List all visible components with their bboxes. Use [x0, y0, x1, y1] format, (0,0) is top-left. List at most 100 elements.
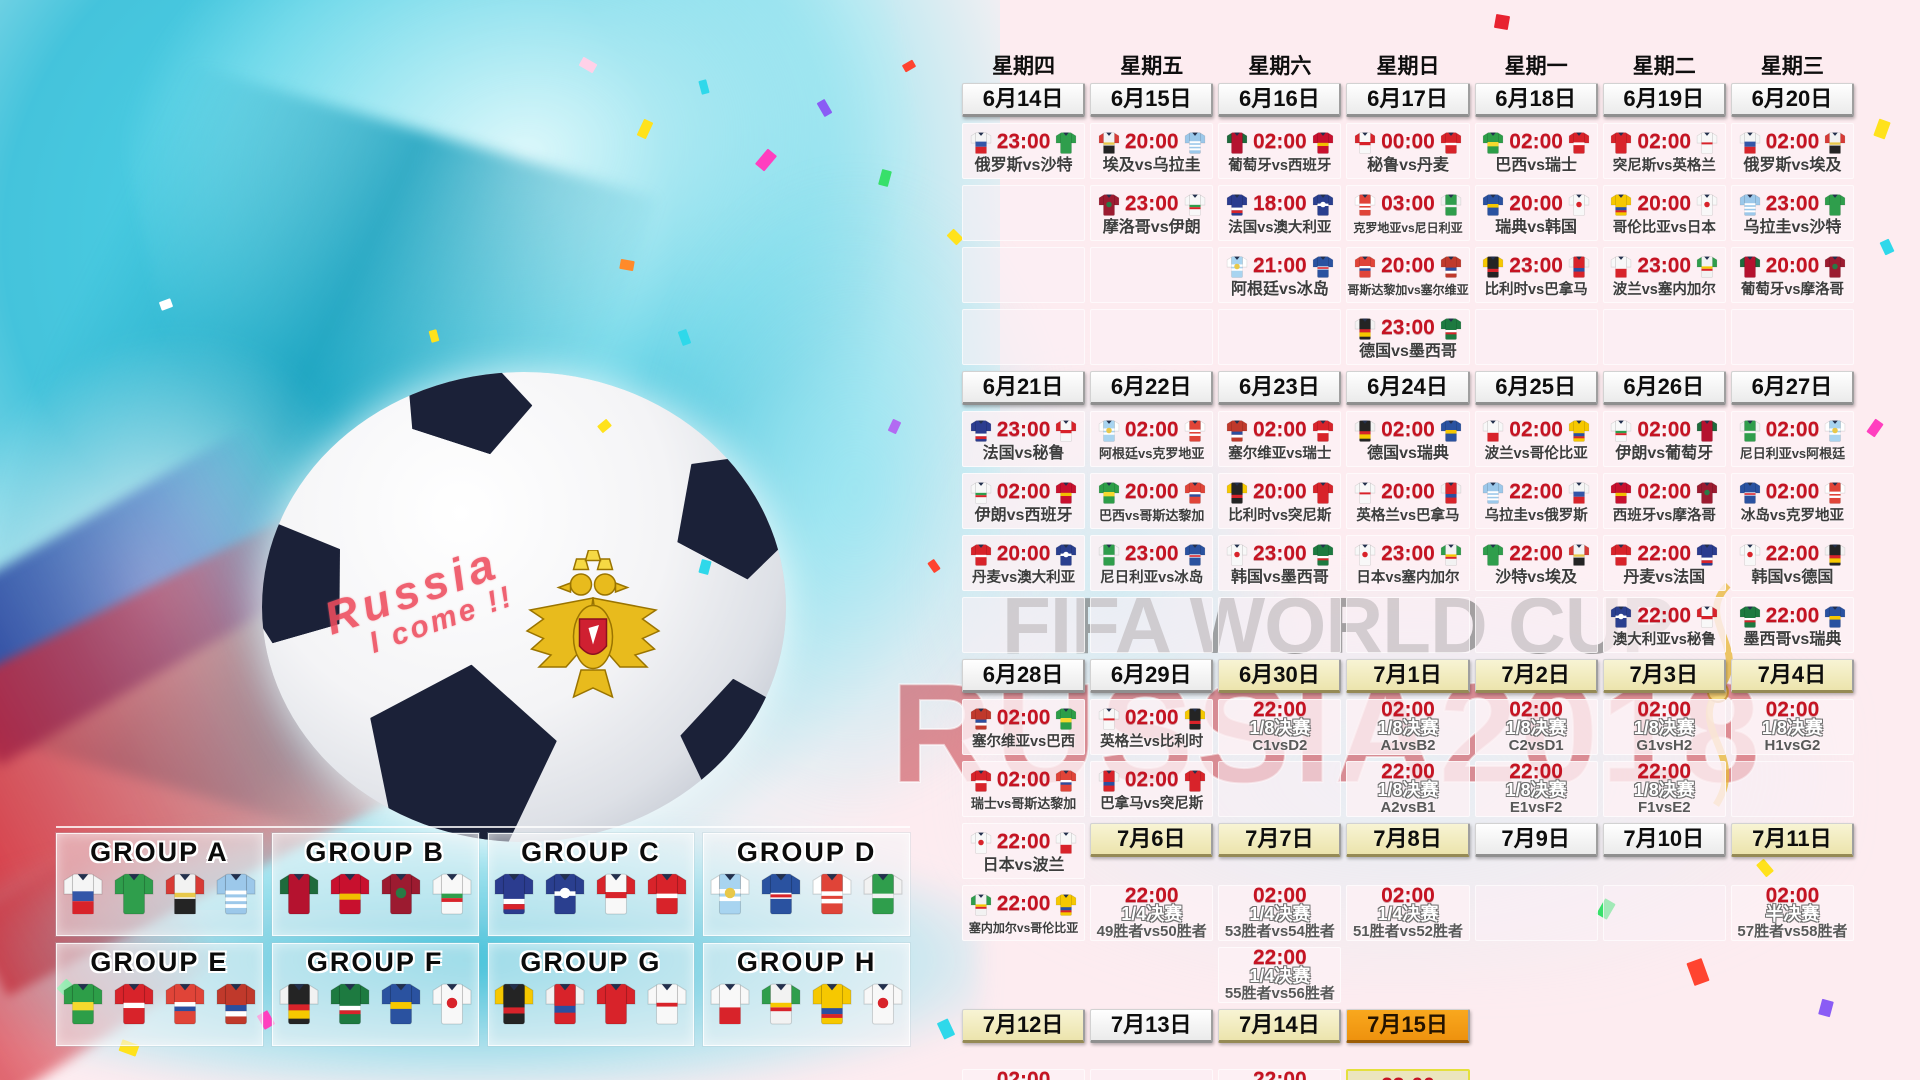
date-button-6月30日[interactable]: 6月30日	[1218, 659, 1342, 693]
match-header: 23:00	[970, 415, 1078, 445]
date-button-6月18日[interactable]: 6月18日	[1474, 83, 1598, 117]
date-button-7月4日[interactable]: 7月4日	[1730, 659, 1854, 693]
empty-slot	[1603, 947, 1726, 1001]
pairing-code: G1vsH2	[1636, 737, 1693, 754]
match-time: 02:00	[1637, 418, 1692, 441]
match-time: 02:00	[996, 480, 1051, 503]
match-cell: 03:00 克罗地亚vs尼日利亚	[1346, 185, 1470, 241]
match-teams-label: 西班牙vs摩洛哥	[1612, 508, 1716, 524]
pairing-code: 53胜者vs54胜者	[1224, 923, 1335, 940]
date-button-7月13日[interactable]: 7月13日	[1090, 1009, 1214, 1043]
jersey-icon-墨西哥	[1440, 317, 1462, 340]
jersey-icon-丹麦	[647, 873, 687, 915]
jersey-icon-哥伦比亚	[1611, 193, 1632, 216]
date-button-6月24日[interactable]: 6月24日	[1346, 371, 1470, 405]
date-button-7月9日[interactable]: 7月9日	[1474, 823, 1598, 857]
match-cell: 02:00 阿根廷vs克罗地亚	[1090, 411, 1214, 467]
date-button-7月14日[interactable]: 7月14日	[1218, 1009, 1342, 1043]
date-button-7月2日[interactable]: 7月2日	[1474, 659, 1598, 693]
date-button-7月12日[interactable]: 7月12日	[962, 1009, 1086, 1043]
date-button-6月16日[interactable]: 6月16日	[1218, 83, 1342, 117]
jersey-icon-墨西哥	[330, 983, 370, 1025]
date-button-6月22日[interactable]: 6月22日	[1090, 371, 1214, 405]
knockout-cell: 22:00 1/4决赛 55胜者vs56胜者	[1218, 947, 1342, 1003]
date-button-6月19日[interactable]: 6月19日	[1602, 83, 1726, 117]
match-header: 20:00	[1098, 127, 1206, 157]
match-teams-label: 英格兰vs巴拿马	[1356, 508, 1460, 524]
jersey-icon-日本	[970, 831, 991, 854]
date-button-7月3日[interactable]: 7月3日	[1602, 659, 1726, 693]
date-button-7月15日[interactable]: 7月15日	[1346, 1009, 1470, 1043]
calendar-row-0: 星期四 星期五 星期六 星期日 星期一 星期二 星期三	[962, 50, 1854, 80]
match-time: 02:00	[996, 768, 1051, 791]
date-button-6月28日[interactable]: 6月28日	[962, 659, 1086, 693]
date-button-7月11日[interactable]: 7月11日	[1730, 823, 1854, 857]
match-header: 02:00	[1098, 765, 1206, 795]
confetti-piece	[927, 558, 941, 574]
date-button-6月27日[interactable]: 6月27日	[1730, 371, 1854, 405]
stage-label: 1/4决赛	[1249, 966, 1311, 986]
match-teams-label: 比利时vs巴拿马	[1484, 282, 1588, 298]
group-jerseys	[493, 979, 688, 1027]
match-time: 20:00	[1124, 480, 1179, 503]
date-button-6月23日[interactable]: 6月23日	[1218, 371, 1342, 405]
date-button-6月14日[interactable]: 6月14日	[962, 83, 1086, 117]
match-time: 22:00	[1252, 947, 1307, 969]
jersey-icon-塞内加尔	[1440, 543, 1462, 566]
match-time: 23:00	[1381, 1075, 1435, 1080]
match-time: 22:00	[1765, 542, 1820, 565]
jersey-icon-西班牙	[1056, 481, 1077, 504]
match-header: 22:00	[1610, 539, 1718, 569]
match-time: 22:00	[1765, 604, 1820, 627]
date-button-6月15日[interactable]: 6月15日	[1090, 83, 1214, 117]
match-teams-label: 墨西哥vs瑞典	[1743, 631, 1842, 648]
jersey-icon-法国	[494, 873, 534, 915]
match-teams-label: 葡萄牙vs西班牙	[1228, 158, 1332, 174]
date-button-7月10日[interactable]: 7月10日	[1602, 823, 1726, 857]
empty-cell	[1602, 885, 1726, 941]
date-button-7月7日[interactable]: 7月7日	[1218, 823, 1342, 857]
jersey-icon-瑞典	[381, 983, 421, 1025]
match-header: 23:00	[1354, 313, 1462, 343]
weekday-label: 星期一	[1504, 55, 1568, 78]
match-cell: 23:00 摩洛哥vs伊朗	[1090, 185, 1214, 241]
jersey-icon-塞内加尔	[761, 983, 801, 1025]
match-teams-label: 法国vs秘鲁	[982, 445, 1065, 462]
date-button-6月20日[interactable]: 6月20日	[1730, 83, 1854, 117]
match-header: 23:00	[1226, 539, 1334, 569]
jersey-icon-葡萄牙	[1696, 419, 1718, 442]
empty-cell	[1090, 309, 1214, 365]
jersey-icon-波兰	[1056, 831, 1077, 854]
match-header: 18:00	[1226, 189, 1334, 219]
match-cell: 22:00 沙特vs埃及	[1474, 535, 1598, 591]
match-time: 02:00	[1509, 418, 1563, 441]
match-teams-label: 波兰vs哥伦比亚	[1484, 446, 1588, 462]
match-teams-label: 德国vs墨西哥	[1359, 343, 1457, 360]
match-time: 20:00	[1252, 480, 1307, 503]
date-button-6月26日[interactable]: 6月26日	[1602, 371, 1726, 405]
date-button-7月8日[interactable]: 7月8日	[1346, 823, 1470, 857]
match-cell: 02:00 冰岛vs克罗地亚	[1730, 473, 1854, 529]
match-cell: 21:00 阿根廷vs冰岛	[1218, 247, 1342, 303]
match-cell: 20:00 巴西vs哥斯达黎加	[1090, 473, 1214, 529]
match-time: 22:00	[1381, 761, 1435, 783]
match-time: 02:00	[1252, 885, 1307, 907]
match-cell: 02:00 波兰vs哥伦比亚	[1474, 411, 1598, 467]
match-cell: 20:00 瑞典vs韩国	[1474, 185, 1598, 241]
empty-slot	[1603, 1009, 1726, 1063]
stage-label: 1/8决赛	[1377, 780, 1439, 800]
date-button-6月21日[interactable]: 6月21日	[962, 371, 1086, 405]
stage-label: 1/8决赛	[1249, 718, 1311, 738]
date-button-6月25日[interactable]: 6月25日	[1474, 371, 1598, 405]
date-button-6月29日[interactable]: 6月29日	[1090, 659, 1214, 693]
jersey-icon-沙特	[1056, 131, 1077, 154]
match-header: 22:00	[1739, 601, 1847, 631]
match-teams-label: 塞尔维亚vs瑞士	[1228, 446, 1332, 462]
match-time: 02:00	[1509, 699, 1563, 721]
match-time: 22:00	[996, 830, 1051, 853]
date-button-7月1日[interactable]: 7月1日	[1346, 659, 1470, 693]
confetti-piece	[1866, 418, 1884, 438]
jersey-icon-比利时	[1184, 707, 1205, 730]
date-button-6月17日[interactable]: 6月17日	[1346, 83, 1470, 117]
date-button-7月6日[interactable]: 7月6日	[1090, 823, 1214, 857]
